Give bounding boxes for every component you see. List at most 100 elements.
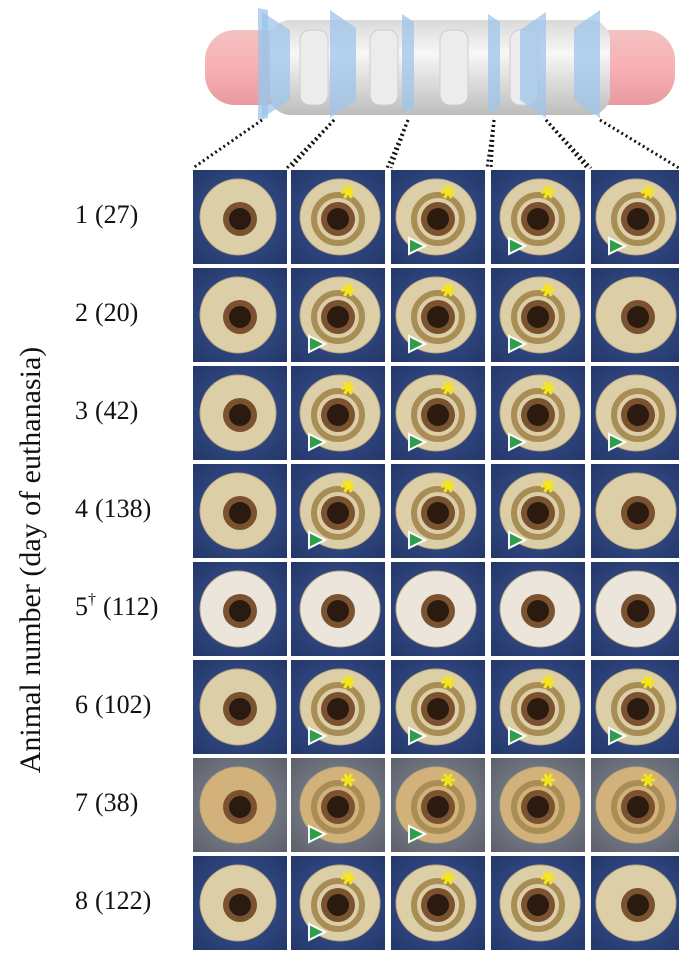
lumen [627, 502, 649, 524]
lumen [427, 600, 449, 622]
lumen [527, 306, 549, 328]
euthanasia-day: (122) [95, 886, 151, 915]
lumen [627, 208, 649, 230]
lumen [229, 208, 251, 230]
photo-cell [193, 660, 287, 754]
animal-number: 7 [75, 788, 88, 817]
lumen [627, 306, 649, 328]
photo-cell [591, 856, 679, 950]
dotted-line [193, 120, 262, 168]
lumen [327, 600, 349, 622]
lumen [627, 404, 649, 426]
dotted-line [491, 120, 494, 168]
photo-cell [491, 366, 585, 460]
photo-cell [193, 562, 287, 656]
photo-cell [193, 170, 287, 264]
row-label: 4(138) [75, 494, 151, 523]
lumen [229, 698, 251, 720]
y-axis-label: Animal number (day of euthanasia) [14, 347, 47, 774]
dotted-line [291, 120, 334, 168]
lumen [327, 796, 349, 818]
photo-cell [591, 366, 679, 460]
animal-number: 1 [75, 200, 88, 229]
photo-cell [193, 856, 287, 950]
dotted-line [387, 120, 408, 168]
euthanasia-day: (138) [95, 494, 151, 523]
dotted-line [391, 120, 408, 168]
photo-cell [291, 170, 385, 264]
photo-cell [291, 660, 385, 754]
euthanasia-day: (42) [95, 396, 138, 425]
euthanasia-day: (112) [103, 592, 158, 621]
lumen [427, 698, 449, 720]
photo-cell [291, 562, 385, 656]
euthanasia-day: (38) [95, 788, 138, 817]
lumen [527, 208, 549, 230]
photo-cell [391, 464, 485, 558]
photo-cell [391, 366, 485, 460]
lumen [229, 502, 251, 524]
euthanasia-day: (20) [95, 298, 138, 327]
lumen [427, 306, 449, 328]
row-label: 5† (112) [75, 591, 158, 621]
animal-number: 5 [75, 592, 88, 621]
euthanasia-day: (27) [95, 200, 138, 229]
row-label: 6(102) [75, 690, 151, 719]
lumen [327, 404, 349, 426]
lumen [527, 698, 549, 720]
photo-cell [391, 856, 485, 950]
lumen [427, 894, 449, 916]
photo-cell [591, 562, 679, 656]
photo-cell [291, 268, 385, 362]
animal-number: 3 [75, 396, 88, 425]
row-label: 8(122) [75, 886, 151, 915]
photo-cell [591, 268, 679, 362]
lumen [627, 600, 649, 622]
lumen [327, 502, 349, 524]
photo-cell [591, 170, 679, 264]
photo-cell [291, 464, 385, 558]
lumen [229, 404, 251, 426]
photo-cell [491, 562, 585, 656]
lumen [627, 796, 649, 818]
lumen [327, 208, 349, 230]
note-mark: † [88, 591, 96, 608]
photo-cell [193, 268, 287, 362]
lumen [427, 404, 449, 426]
photo-cell [391, 562, 485, 656]
row-label: 2(20) [75, 298, 138, 327]
lumen [327, 698, 349, 720]
lumen [527, 894, 549, 916]
photo-cell [491, 170, 585, 264]
lumen [427, 796, 449, 818]
photo-cell [193, 464, 287, 558]
photo-cell [391, 268, 485, 362]
animal-number: 6 [75, 690, 88, 719]
photo-cell [591, 758, 679, 852]
lumen [627, 698, 649, 720]
lumen [527, 502, 549, 524]
lumen [229, 796, 251, 818]
lumen [327, 894, 349, 916]
row-label: 7(38) [75, 788, 138, 817]
photo-cell [491, 268, 585, 362]
photo-cell [491, 464, 585, 558]
section-lines [193, 120, 679, 168]
lumen [427, 208, 449, 230]
lumen [327, 306, 349, 328]
lumen [627, 894, 649, 916]
animal-number: 2 [75, 298, 88, 327]
photo-cell [193, 366, 287, 460]
lumen [527, 796, 549, 818]
euthanasia-day: (102) [95, 690, 151, 719]
row-label: 1(27) [75, 200, 138, 229]
lumen [229, 600, 251, 622]
dotted-line [600, 120, 679, 168]
photo-cell [391, 758, 485, 852]
photo-cell [591, 660, 679, 754]
animal-number: 8 [75, 886, 88, 915]
lumen [229, 306, 251, 328]
animal-number: 4 [75, 494, 88, 523]
lumen [427, 502, 449, 524]
lumen [229, 894, 251, 916]
